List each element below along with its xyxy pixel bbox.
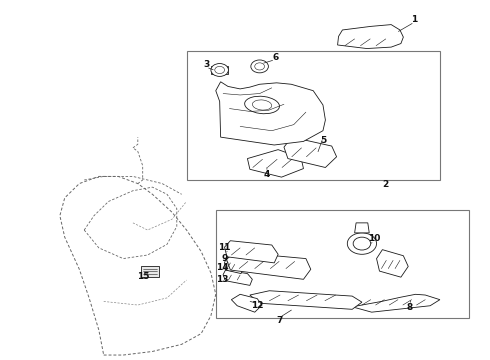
Polygon shape <box>226 252 311 279</box>
Text: 9: 9 <box>221 254 228 263</box>
Polygon shape <box>231 294 262 312</box>
Polygon shape <box>216 82 325 145</box>
Polygon shape <box>224 257 243 274</box>
Circle shape <box>251 60 269 73</box>
Text: 11: 11 <box>218 243 231 252</box>
Text: 3: 3 <box>203 60 209 69</box>
Text: 8: 8 <box>407 303 413 312</box>
Circle shape <box>347 233 376 254</box>
Text: 1: 1 <box>412 15 417 24</box>
Polygon shape <box>284 137 337 167</box>
Text: 10: 10 <box>368 234 380 243</box>
Text: 13: 13 <box>216 275 228 284</box>
Polygon shape <box>141 266 159 277</box>
Polygon shape <box>223 270 252 285</box>
Polygon shape <box>247 150 303 177</box>
Polygon shape <box>250 291 362 309</box>
Polygon shape <box>376 249 408 277</box>
Circle shape <box>353 237 371 250</box>
Text: 6: 6 <box>272 53 278 62</box>
Circle shape <box>215 66 224 73</box>
Bar <box>187 51 440 180</box>
Bar <box>216 210 469 318</box>
Polygon shape <box>352 294 440 312</box>
Polygon shape <box>211 66 228 73</box>
Text: 14: 14 <box>216 263 228 272</box>
Polygon shape <box>338 24 403 49</box>
Text: 4: 4 <box>264 170 270 179</box>
Circle shape <box>255 63 265 70</box>
Polygon shape <box>224 241 278 263</box>
Polygon shape <box>355 223 369 233</box>
Ellipse shape <box>252 100 272 110</box>
Ellipse shape <box>245 96 279 114</box>
Text: 12: 12 <box>251 301 264 310</box>
Text: 2: 2 <box>382 180 389 189</box>
Text: 15: 15 <box>137 272 150 281</box>
Text: 5: 5 <box>320 136 326 145</box>
Text: 7: 7 <box>276 315 283 324</box>
Circle shape <box>211 64 228 76</box>
